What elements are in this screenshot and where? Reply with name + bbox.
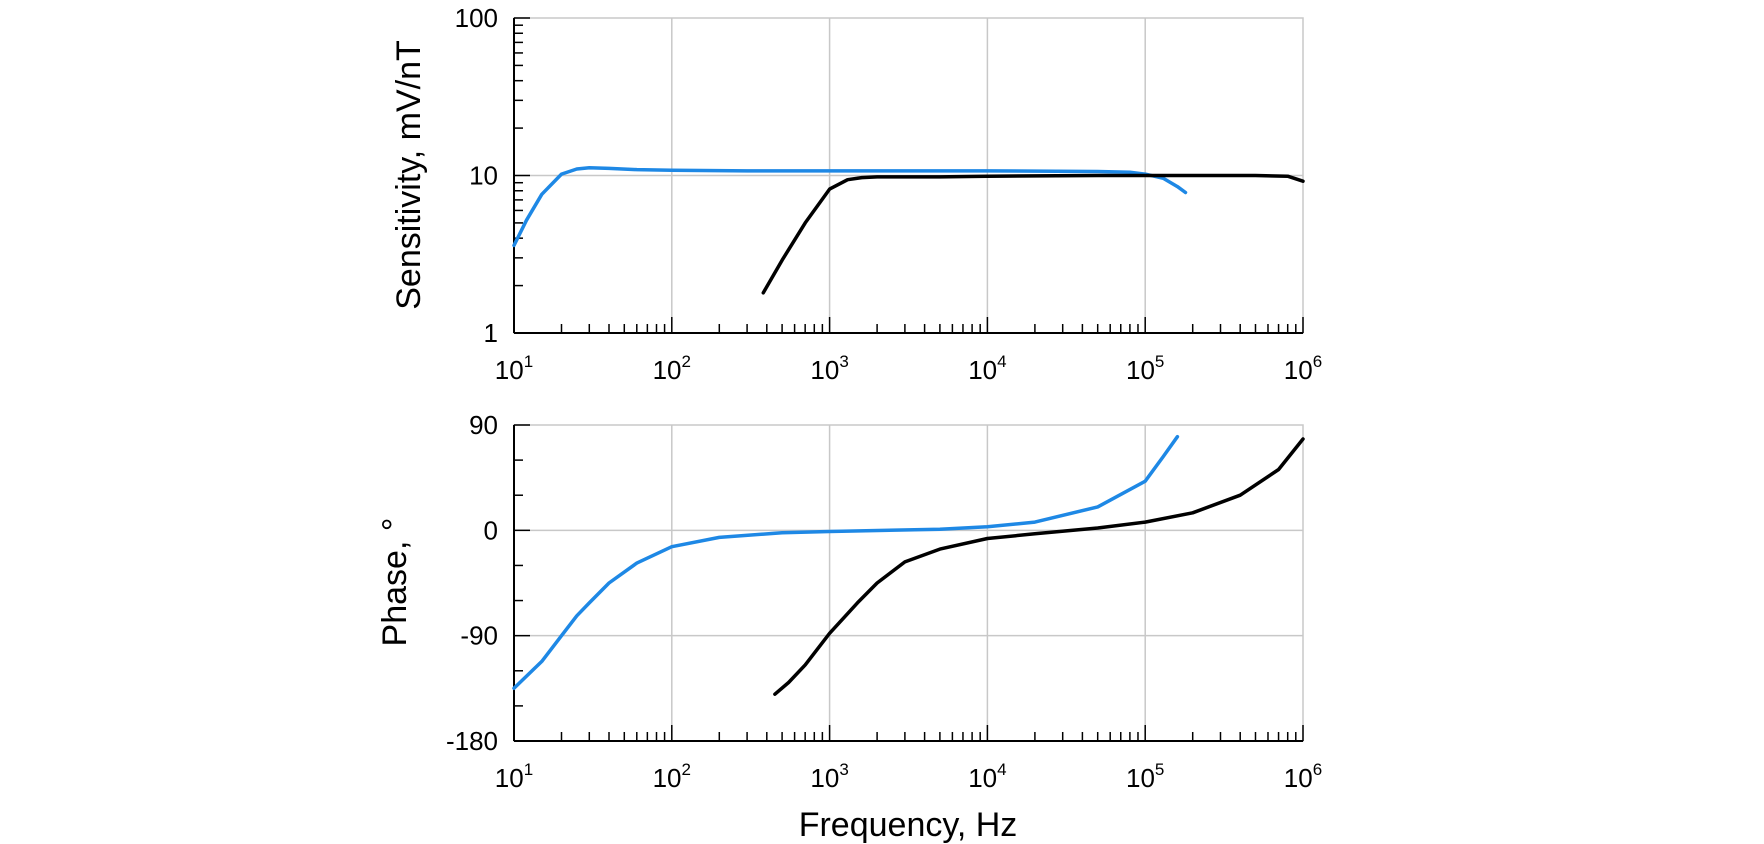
sensitivity-x-tick-label: 105 bbox=[1126, 352, 1164, 385]
sensitivity-y-axis-title: Sensitivity, mV/nT bbox=[390, 40, 428, 310]
phase-series-line-black bbox=[773, 437, 1305, 696]
phase-plot-frame bbox=[513, 424, 1304, 742]
sensitivity-series bbox=[512, 165, 1305, 295]
phase-ticks bbox=[513, 424, 1304, 742]
phase-series bbox=[512, 434, 1305, 696]
sensitivity-x-tick-labels: 101 102 103 104 105 106 bbox=[495, 352, 1322, 385]
phase-panel: 101 102 103 104 105 106 90 0 -90 -180 Phase, ° F… bbox=[376, 410, 1322, 844]
sensitivity-y-tick-labels: 100 10 1 bbox=[455, 3, 498, 348]
phase-series-line-blue bbox=[512, 434, 1180, 691]
sensitivity-y-tick-label: 1 bbox=[484, 318, 498, 348]
phase-y-tick-label: -180 bbox=[446, 726, 498, 756]
sensitivity-series-line-black bbox=[761, 173, 1305, 295]
phase-x-tick-label: 106 bbox=[1284, 760, 1322, 793]
phase-x-tick-label: 102 bbox=[653, 760, 691, 793]
sensitivity-y-tick-label: 10 bbox=[469, 161, 498, 191]
phase-x-tick-label: 105 bbox=[1126, 760, 1164, 793]
sensitivity-x-tick-label: 102 bbox=[653, 352, 691, 385]
phase-y-tick-label: -90 bbox=[460, 621, 498, 651]
phase-y-tick-label: 90 bbox=[469, 410, 498, 440]
sensitivity-x-tick-label: 101 bbox=[495, 352, 533, 385]
phase-x-tick-labels: 101 102 103 104 105 106 bbox=[495, 760, 1322, 793]
phase-y-axis-title: Phase, ° bbox=[376, 518, 414, 647]
phase-x-tick-label: 103 bbox=[810, 760, 848, 793]
sensitivity-ticks bbox=[513, 17, 1304, 334]
sensitivity-x-tick-label: 103 bbox=[810, 352, 848, 385]
sensitivity-x-tick-label: 104 bbox=[968, 352, 1006, 385]
phase-y-tick-label: 0 bbox=[484, 515, 498, 545]
phase-y-tick-labels: 90 0 -90 -180 bbox=[446, 410, 498, 756]
sensitivity-y-tick-label: 100 bbox=[455, 3, 498, 33]
phase-x-tick-label: 101 bbox=[495, 760, 533, 793]
phase-grid bbox=[514, 425, 1303, 741]
sensitivity-x-tick-label: 106 bbox=[1284, 352, 1322, 385]
frequency-x-axis-title: Frequency, Hz bbox=[799, 806, 1018, 844]
phase-x-tick-label: 104 bbox=[968, 760, 1006, 793]
